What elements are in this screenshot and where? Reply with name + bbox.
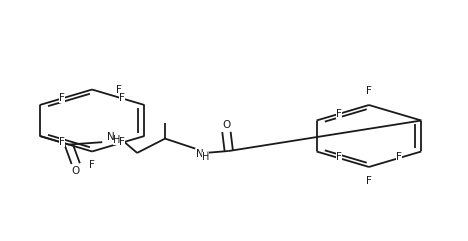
Text: F: F <box>116 85 122 94</box>
Text: H: H <box>112 135 120 145</box>
Text: F: F <box>336 109 342 119</box>
Text: O: O <box>72 166 80 176</box>
Text: F: F <box>119 137 125 147</box>
Text: F: F <box>366 176 372 186</box>
Text: F: F <box>396 152 402 162</box>
Text: H: H <box>202 152 209 162</box>
Text: N: N <box>196 149 204 159</box>
Text: F: F <box>59 93 65 103</box>
Text: F: F <box>119 93 125 103</box>
Text: F: F <box>89 160 95 170</box>
Text: N: N <box>107 132 115 142</box>
Text: O: O <box>222 120 231 130</box>
Text: F: F <box>59 137 65 147</box>
Text: F: F <box>366 86 372 96</box>
Text: F: F <box>336 152 342 162</box>
